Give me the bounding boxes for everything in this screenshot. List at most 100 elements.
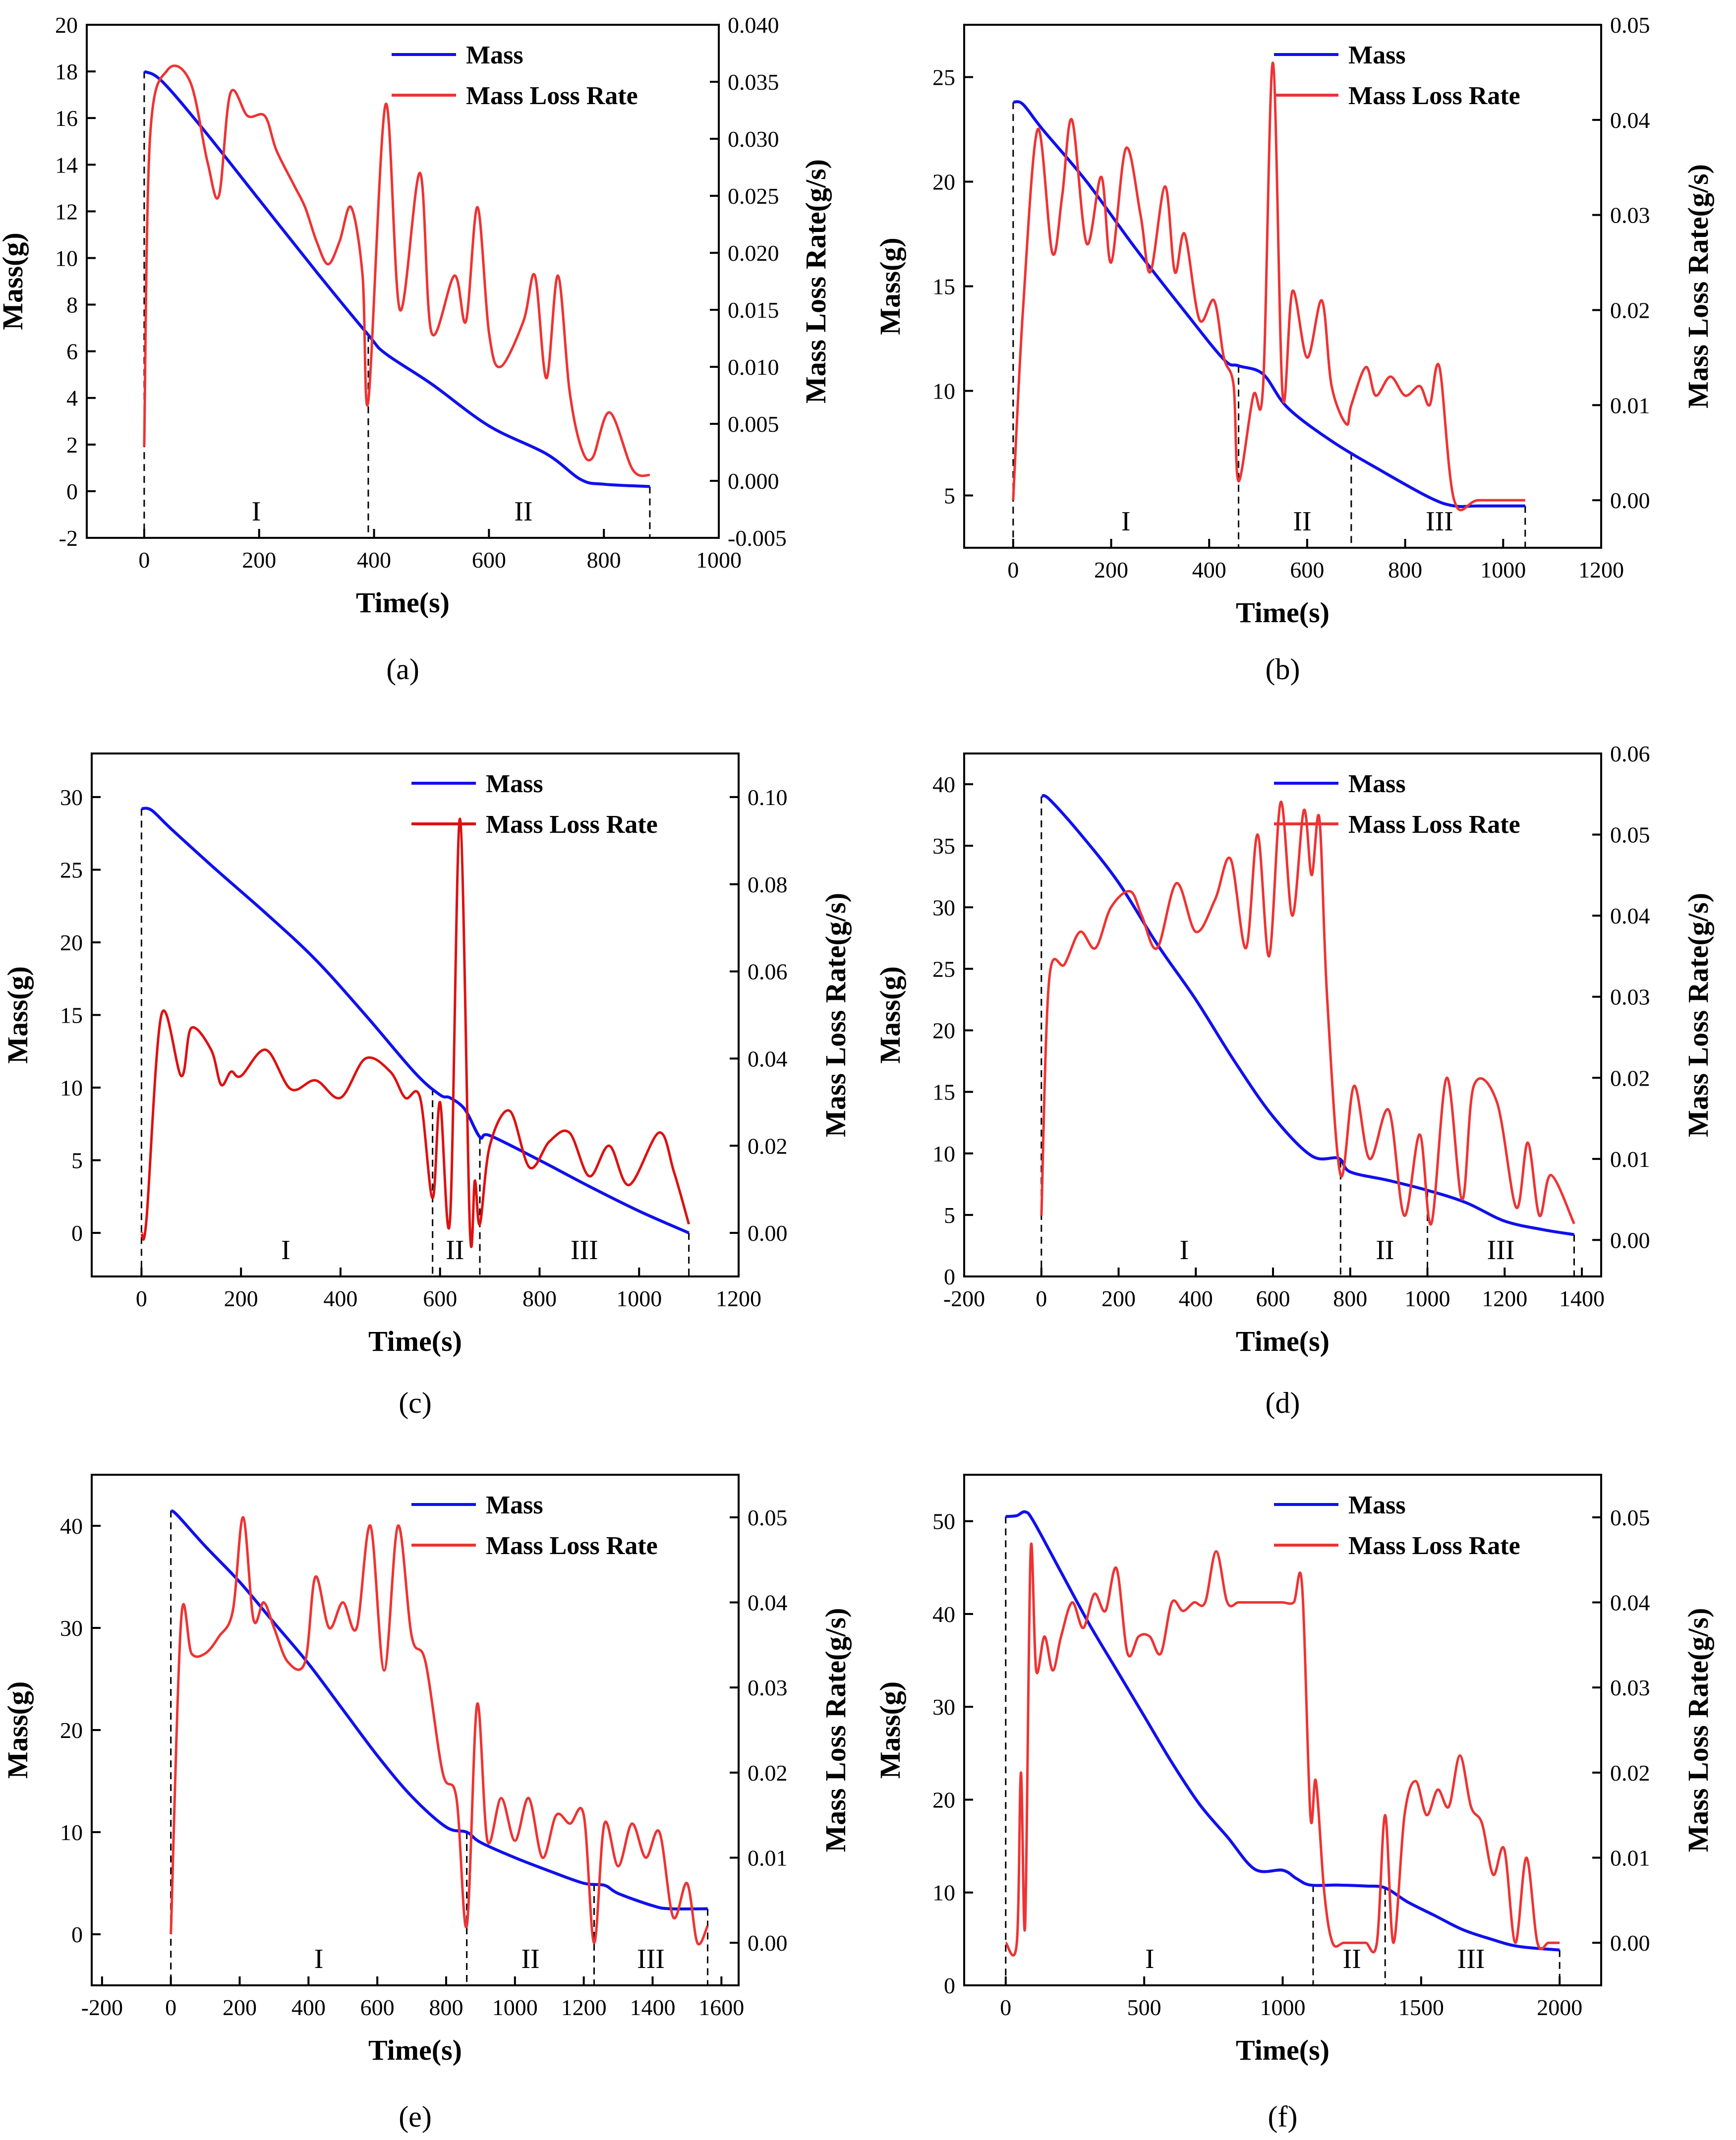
y-tick-label: 4 [66,386,78,411]
y-axis-title: Mass(g) [874,966,906,1064]
chart-panel-f: 0 500 1000 1500 2000 0 10 20 30 40 50 0.00 0.01 0.02 0… [874,1474,1714,2133]
y-tick-label: -2 [59,525,78,551]
x-tick-label: -200 [81,1995,123,2020]
x-tick-label: 1200 [1578,557,1624,582]
y-tick-label: 10 [932,1141,955,1166]
stage-label: II [514,496,532,527]
stage-label: III [1426,506,1453,537]
y-tick-label: 2 [66,432,78,458]
x-tick-label: 0 [1036,1286,1047,1311]
y-tick-label: 30 [932,895,955,920]
y2-tick-label: 0.00 [1610,488,1650,513]
y2-tick-label: 0.01 [1610,1147,1650,1172]
panel-label: (f) [1268,2100,1298,2133]
x-tick-label: 1000 [1405,1286,1450,1311]
plot-frame [86,24,720,539]
y-tick-label: 0 [944,1264,955,1289]
legend-entry: Mass Loss Rate [1348,1532,1520,1560]
y2-tick-label: 0.020 [728,240,779,266]
y2-tick-label: 0.04 [1610,1590,1650,1616]
stage-label: I [281,1235,290,1266]
panel-label: (b) [1266,653,1300,686]
x-tick-label: 200 [1094,557,1128,582]
y-tick-label: 20 [932,170,955,195]
y-tick-label: 0 [71,1922,83,1947]
panel-label: (a) [386,653,419,686]
y-tick-label: 14 [55,152,78,177]
x-tick-label: 0 [1007,557,1019,582]
x-tick-label: 0 [136,1286,147,1311]
y2-tick-label: 0.025 [728,183,779,209]
y-axis-title: Mass(g) [1,1681,34,1779]
y2-tick-label: 0.02 [748,1760,788,1786]
stage-label: III [637,1944,665,1974]
x-tick-label: -200 [943,1286,985,1311]
x-tick-label: 1000 [616,1286,662,1311]
y2-tick-label: 0.03 [748,1675,788,1700]
y-tick-label: 20 [60,1718,83,1743]
chart-panel-d: -200 0 200 400 600 800 1000 1200 140005101520253… [874,741,1714,1419]
y2-tick-label: 0.06 [1610,741,1650,766]
legend-entry: Mass [466,41,523,69]
y-tick-label: 5 [944,1203,955,1228]
y-tick-label: 5 [71,1148,83,1173]
stage-label: II [446,1235,464,1266]
y-tick-label: 15 [932,1080,955,1105]
y-tick-label: 20 [60,930,83,955]
x-tick-label: 200 [224,1286,258,1311]
x-tick-label: 1200 [1482,1286,1527,1311]
stage-label: I [1180,1235,1189,1266]
mass-series-line [1005,1510,1560,1952]
y-axis-title: Mass(g) [874,237,906,335]
mass-loss-rate-series-line [1004,1542,1560,1957]
y2-tick-label: 0.000 [728,468,779,494]
plot-frame [963,752,1602,1277]
y-tick-label: 50 [932,1509,955,1534]
x-tick-label: 800 [429,1995,463,2020]
x-tick-label: 800 [587,547,621,573]
y2-tick-label: 0.00 [748,1220,788,1246]
y-tick-label: 40 [932,772,955,797]
x-tick-label: 0 [165,1995,176,2020]
y2-tick-label: 0.040 [728,12,779,38]
x-tick-label: 200 [223,1995,257,2020]
stage-label: II [1376,1235,1394,1266]
x-axis-title: Time(s) [1236,596,1330,629]
y-tick-label: 0 [71,1220,83,1246]
legend-entry: Mass Loss Rate [466,82,638,110]
y2-tick-label: 0.035 [728,69,779,95]
y2-axis-title: Mass Loss Rate(g/s) [1682,164,1714,408]
stage-label: III [1457,1944,1485,1974]
x-tick-label: 1500 [1398,1995,1444,2020]
y2-axis-title: Mass Loss Rate(g/s) [800,159,832,404]
y-tick-label: 12 [55,199,78,224]
legend-entry: Mass [486,1491,543,1519]
y-tick-label: 16 [55,106,78,131]
x-tick-label: 600 [360,1995,395,2020]
stage-label: II [1343,1944,1361,1974]
y2-tick-label: 0.01 [1610,1846,1650,1871]
x-tick-label: 200 [1101,1286,1136,1311]
y2-tick-label: 0.05 [1610,822,1650,848]
y-axis-title: Mass(g) [874,1681,906,1779]
x-tick-label: 1600 [698,1995,744,2020]
y-tick-label: 8 [66,292,78,318]
legend-entry: Mass Loss Rate [486,1532,658,1560]
y-tick-label: 25 [932,956,955,982]
y-tick-label: 20 [932,1018,955,1043]
panel-label: (d) [1266,1387,1300,1419]
y2-tick-label: 0.02 [1610,297,1650,323]
x-axis-title: Time(s) [356,586,450,619]
x-axis-title: Time(s) [368,2034,462,2066]
y-tick-label: 40 [932,1602,955,1627]
x-tick-label: 1400 [1559,1286,1605,1311]
y-tick-label: 5 [944,483,955,509]
x-tick-label: 1200 [716,1286,761,1311]
y-tick-label: 25 [932,65,955,90]
chart-panel-e: -200 0 200 400 600 800 1000 1200 1400 1600 0 10 20 30… [1,1474,852,2133]
mass-series-line [141,807,690,1234]
stage-label: II [1293,506,1311,537]
y-tick-label: 15 [60,1003,83,1028]
y-tick-label: 15 [932,274,955,299]
